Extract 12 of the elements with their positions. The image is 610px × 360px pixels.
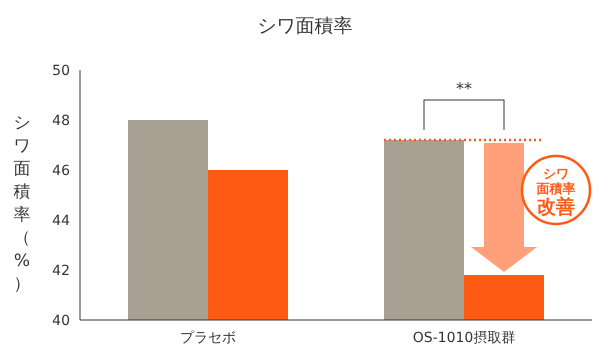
annotation: シワ面積率改善 [536, 167, 576, 218]
y-tick-label: 40 [52, 313, 70, 329]
y-tick-label: 46 [52, 163, 70, 179]
y-tick-label: 44 [52, 213, 70, 229]
chart-title: シワ面積率 [258, 15, 352, 37]
y-tick-label: 50 [52, 63, 70, 79]
annotation: ** [456, 79, 472, 98]
x-tick-label: プラセボ [180, 330, 236, 346]
y-axis-title: シワ面積率（%） [14, 113, 30, 294]
x-tick-label: OS-1010摂取群 [412, 330, 516, 346]
y-tick-label: 48 [52, 113, 70, 129]
y-tick-label: 42 [52, 263, 70, 279]
